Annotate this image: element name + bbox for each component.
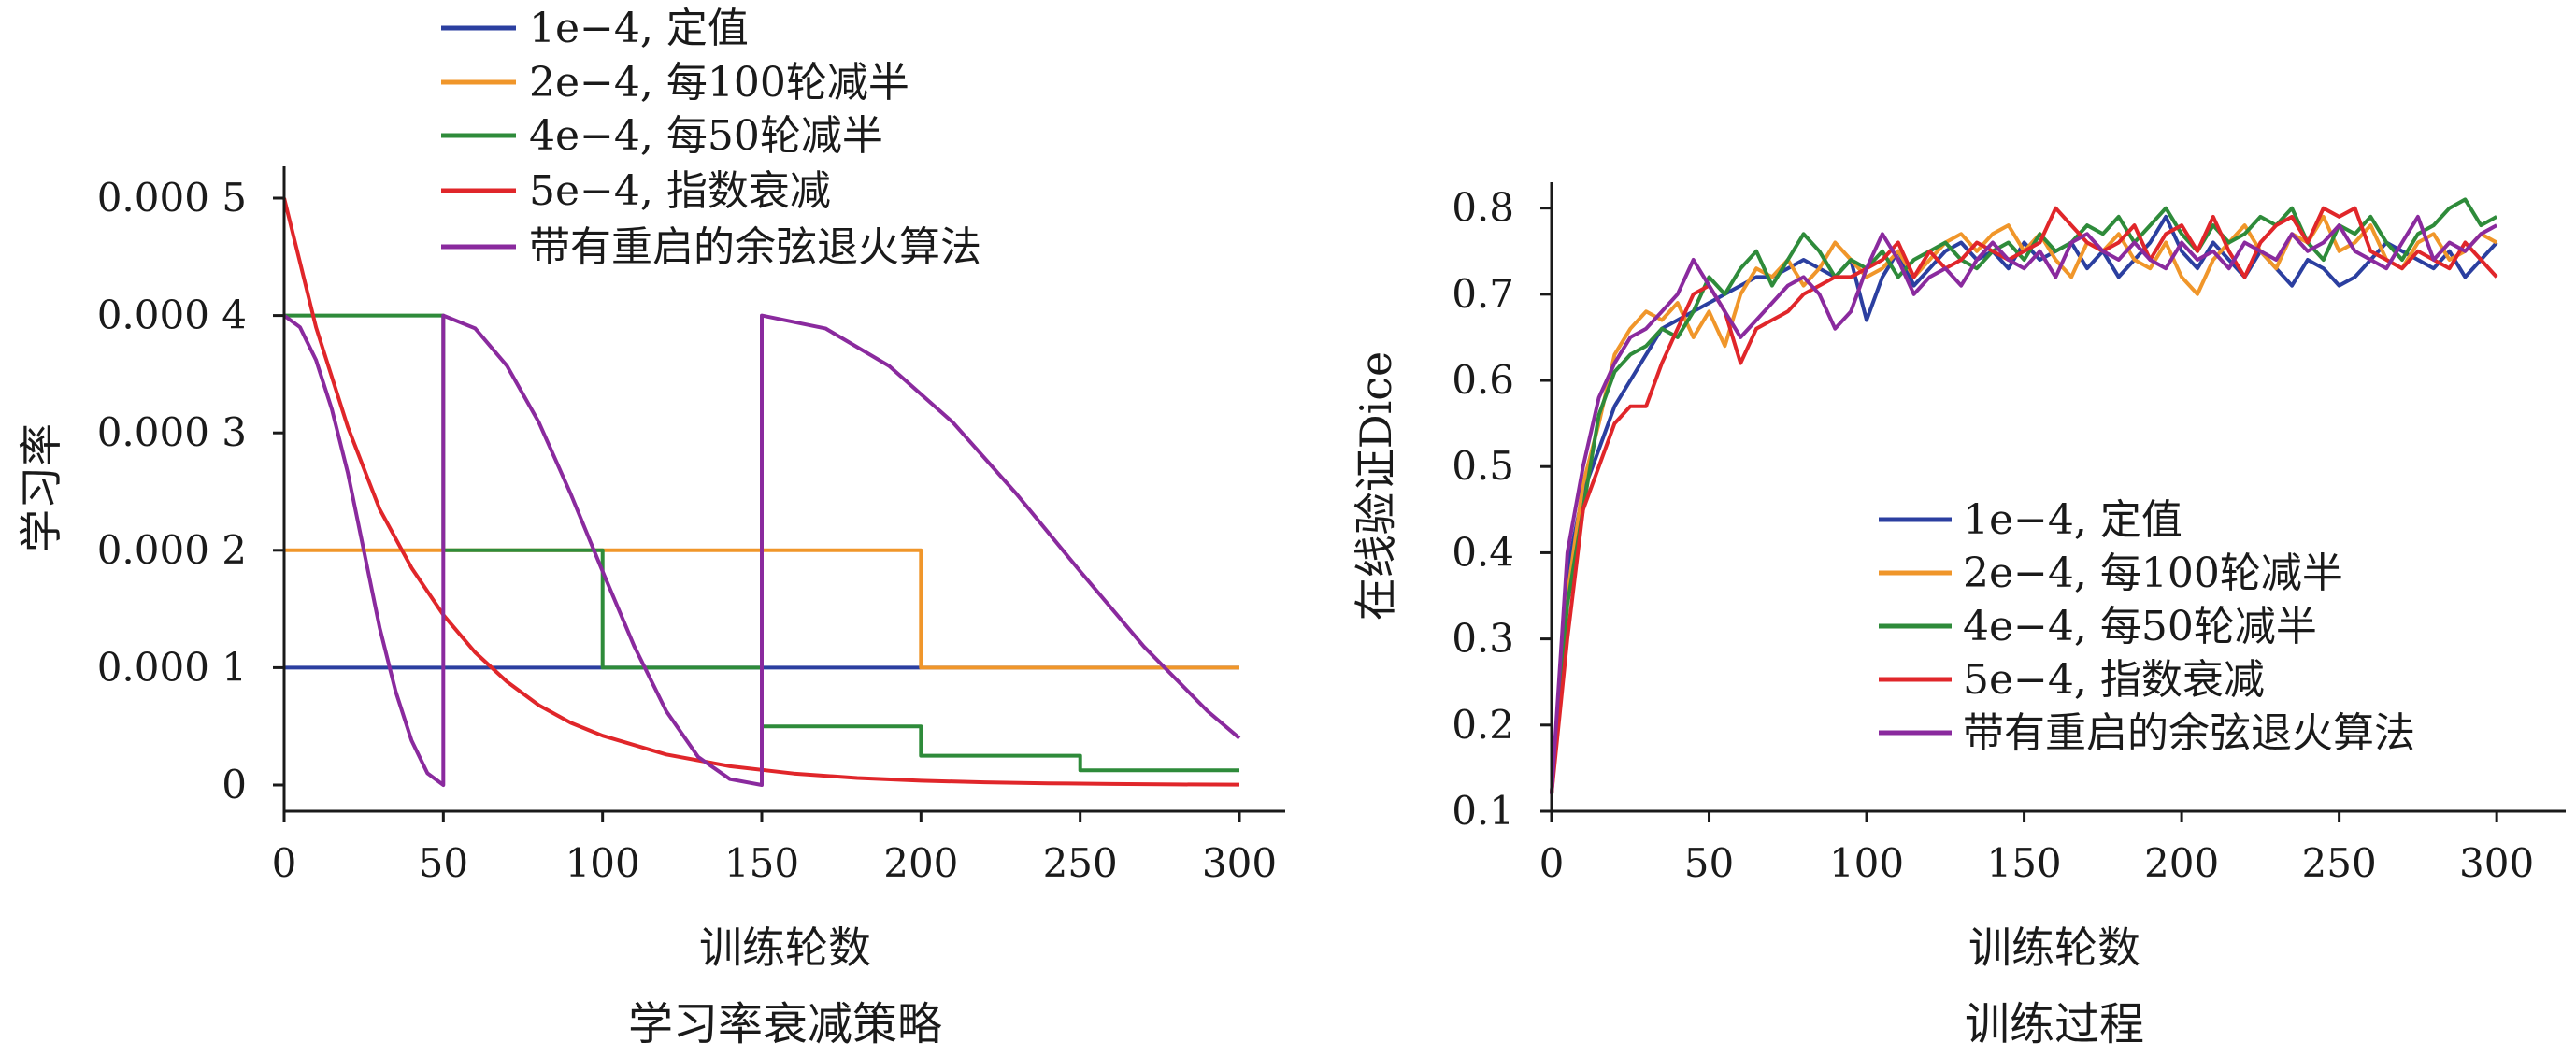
dice-x-tick-label: 200 xyxy=(2144,840,2219,886)
lr-y-tick-label: 0.000 5 xyxy=(97,175,247,221)
dice-legend-entry-4: 带有重启的余弦退火算法 xyxy=(1879,709,2415,757)
lr-series-group xyxy=(282,197,1241,787)
lr-y-tick-label: 0.000 4 xyxy=(97,293,247,338)
dice-y-tick-label: 0.4 xyxy=(1452,529,1514,575)
dice-legend-label-3: 5e−4, 指数衰减 xyxy=(1963,656,2265,704)
lr-legend-entry-4: 带有重启的余弦退火算法 xyxy=(441,223,981,271)
lr-caption: 学习率衰减策略 xyxy=(628,998,942,1050)
dice-legend-entry-0: 1e−4, 定值 xyxy=(1879,496,2182,544)
lr-legend-label-1: 2e−4, 每100轮减半 xyxy=(529,59,909,107)
lr-x-tick-label: 100 xyxy=(565,840,640,886)
dice-y-ticks: 0.1 0.2 0.3 0.4 0.5 0.6 0.7 0.8 xyxy=(1452,185,1552,834)
lr-legend-label-0: 1e−4, 定值 xyxy=(529,5,749,52)
lr-legend-entry-1: 2e−4, 每100轮减半 xyxy=(441,59,909,107)
dice-y-tick-label: 0.5 xyxy=(1452,443,1514,489)
chart-lr-schedule: 1e−4, 定值 2e−4, 每100轮减半 4e−4, 每50轮减半 5e−4… xyxy=(16,5,1285,1050)
lr-legend-label-4: 带有重启的余弦退火算法 xyxy=(529,223,981,271)
dice-x-tick-label: 300 xyxy=(2459,840,2534,886)
lr-y-tick-label: 0.000 2 xyxy=(97,527,247,573)
lr-legend-entry-3: 5e−4, 指数衰减 xyxy=(441,167,831,215)
dice-series-group xyxy=(1550,197,2498,794)
dice-legend-label-2: 4e−4, 每50轮减半 xyxy=(1963,603,2317,650)
dice-y-tick-label: 0.8 xyxy=(1452,185,1514,231)
dice-legend-label-4: 带有重启的余弦退火算法 xyxy=(1963,709,2415,757)
dice-x-tick-label: 0 xyxy=(1539,840,1565,886)
lr-series-line-3 xyxy=(282,197,1240,787)
dice-legend-label-1: 2e−4, 每100轮减半 xyxy=(1963,550,2343,597)
lr-legend: 1e−4, 定值 2e−4, 每100轮减半 4e−4, 每50轮减半 5e−4… xyxy=(441,5,981,271)
dice-legend-entry-3: 5e−4, 指数衰减 xyxy=(1879,656,2265,704)
lr-legend-entry-0: 1e−4, 定值 xyxy=(441,5,749,52)
dice-y-tick-label: 0.1 xyxy=(1452,788,1514,834)
dice-legend-entry-1: 2e−4, 每100轮减半 xyxy=(1879,550,2343,597)
dice-x-axis-title: 训练轮数 xyxy=(1968,922,2140,973)
dice-y-tick-label: 0.6 xyxy=(1452,357,1514,403)
dice-legend: 1e−4, 定值 2e−4, 每100轮减半 4e−4, 每50轮减半 5e−4… xyxy=(1879,496,2415,757)
lr-x-tick-label: 250 xyxy=(1043,840,1118,886)
chart-training-process: 0 50 100 150 200 250 300 0.1 0.2 0.3 0.4 0.5 0.6 0.7… xyxy=(1351,182,2566,1050)
dice-y-tick-label: 0.2 xyxy=(1452,702,1514,748)
dice-legend-label-0: 1e−4, 定值 xyxy=(1963,496,2182,544)
lr-y-tick-label: 0 xyxy=(222,762,247,807)
lr-x-axis-title: 训练轮数 xyxy=(699,922,871,973)
lr-x-tick-label: 200 xyxy=(883,840,958,886)
dice-legend-entry-2: 4e−4, 每50轮减半 xyxy=(1879,603,2317,650)
dice-y-tick-label: 0.3 xyxy=(1452,616,1514,662)
dice-x-tick-label: 250 xyxy=(2302,840,2377,886)
lr-y-axis-title: 学习率 xyxy=(16,423,66,552)
dice-y-axis-title: 在线验证Dice xyxy=(1351,351,1401,621)
lr-x-tick-label: 150 xyxy=(724,840,799,886)
lr-x-tick-label: 0 xyxy=(272,840,297,886)
dice-x-tick-label: 50 xyxy=(1684,840,1734,886)
dice-x-tick-label: 100 xyxy=(1829,840,1904,886)
lr-x-tick-label: 300 xyxy=(1202,840,1277,886)
lr-y-tick-label: 0.000 3 xyxy=(97,409,247,455)
lr-legend-label-3: 5e−4, 指数衰减 xyxy=(529,167,831,215)
lr-series-line-4 xyxy=(282,313,1241,787)
lr-y-tick-label: 0.000 1 xyxy=(97,644,247,690)
dice-series-line-4 xyxy=(1550,214,2498,794)
dice-series-line-0 xyxy=(1550,214,2498,794)
lr-legend-entry-2: 4e−4, 每50轮减半 xyxy=(441,112,883,160)
lr-x-tick-label: 50 xyxy=(419,840,468,886)
lr-x-ticks: 0 50 100 150 200 250 300 xyxy=(272,811,1277,886)
dice-x-tick-label: 150 xyxy=(1986,840,2061,886)
lr-y-ticks: 0 0.000 1 0.000 2 0.000 3 0.000 4 0.000 5 xyxy=(97,175,284,807)
dice-x-ticks: 0 50 100 150 200 250 300 xyxy=(1539,811,2534,886)
dice-caption: 训练过程 xyxy=(1965,998,2144,1050)
dice-y-tick-label: 0.7 xyxy=(1452,271,1514,317)
lr-legend-label-2: 4e−4, 每50轮减半 xyxy=(529,112,883,160)
